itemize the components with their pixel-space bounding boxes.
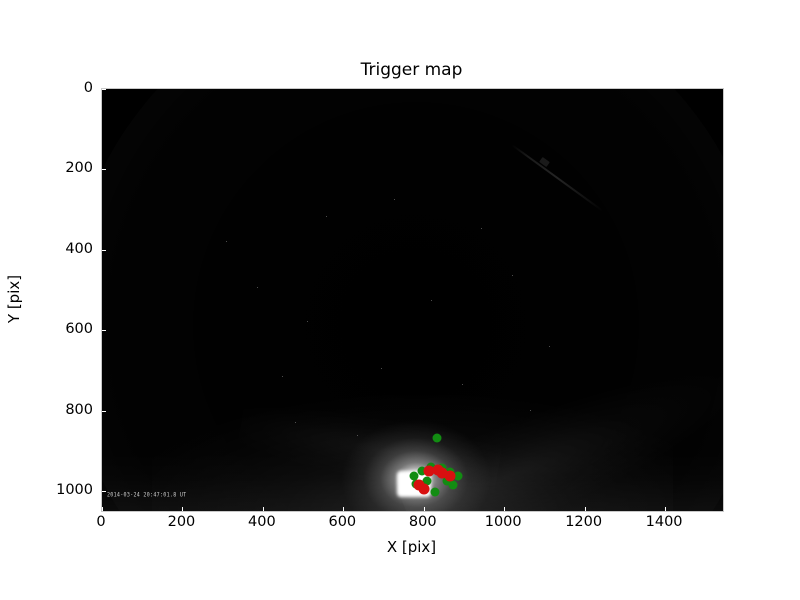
- marker-triggers: [432, 433, 442, 443]
- x-tick: [423, 507, 425, 511]
- x-tick: [665, 507, 667, 511]
- star-point: [549, 346, 551, 348]
- marker-selected-triggers: [418, 483, 430, 495]
- star-point: [356, 435, 358, 437]
- y-tick: [102, 330, 106, 332]
- y-tick-label: 800: [65, 401, 93, 418]
- y-tick: [102, 249, 106, 251]
- star-point: [480, 228, 482, 230]
- star-point: [282, 375, 284, 377]
- x-tick-label: 800: [408, 514, 437, 530]
- x-tick: [262, 507, 264, 511]
- star-point: [393, 198, 395, 200]
- y-tick-label: 600: [65, 321, 93, 338]
- mast-blob: [538, 156, 550, 167]
- y-tick-label: 0: [83, 80, 93, 96]
- marker-triggers: [422, 476, 432, 486]
- y-tick: [102, 89, 106, 90]
- y-axis-label: Y [pix]: [5, 274, 23, 324]
- star-point: [381, 367, 383, 369]
- y-tick: [102, 490, 106, 492]
- x-tick-label: 200: [167, 514, 196, 530]
- star-point: [306, 321, 308, 323]
- x-tick-label: 1000: [484, 514, 522, 530]
- x-tick-label: 1200: [565, 514, 603, 530]
- star-point: [294, 422, 296, 424]
- x-tick-label: 1400: [645, 514, 683, 530]
- marker-triggers: [409, 471, 419, 481]
- chart-title: Trigger map: [360, 60, 463, 80]
- x-tick: [504, 507, 506, 511]
- marker-selected-triggers: [436, 467, 448, 479]
- x-tick-label: 400: [248, 514, 276, 530]
- marker-triggers: [448, 480, 458, 490]
- star-point: [511, 274, 513, 276]
- camera-timestamp-watermark: 2014-03-24 20:47:01.8 UT: [107, 492, 187, 499]
- plot-area[interactable]: 2014-03-24 20:47:01.8 UT: [101, 88, 724, 512]
- y-tick-label: 200: [65, 160, 93, 177]
- star-point: [325, 215, 327, 217]
- y-tick: [102, 169, 106, 171]
- cloud-arc-left: [231, 371, 507, 511]
- star-point: [226, 240, 228, 242]
- bright-source-glow: [340, 420, 491, 511]
- y-tick-label: 1000: [56, 481, 93, 498]
- x-tick-label: 0: [96, 514, 106, 530]
- marker-triggers: [453, 471, 463, 481]
- x-tick: [584, 507, 586, 511]
- fisheye-field-of-view: [102, 89, 723, 511]
- star-point: [530, 409, 532, 411]
- star-point: [257, 287, 259, 289]
- x-tick-label: 600: [328, 514, 357, 530]
- marker-selected-triggers: [423, 465, 435, 477]
- star-point: [462, 384, 464, 386]
- x-axis-label: X [pix]: [386, 538, 437, 556]
- marker-triggers: [417, 466, 427, 476]
- x-tick: [343, 507, 345, 511]
- mast-streak: [511, 144, 604, 212]
- cloud-arc-right: [364, 273, 723, 511]
- x-tick: [182, 507, 184, 511]
- y-tick: [102, 410, 106, 412]
- marker-triggers: [430, 487, 440, 497]
- star-point: [431, 300, 433, 301]
- sky-image: [102, 89, 723, 511]
- marker-selected-triggers: [444, 470, 456, 482]
- x-tick: [102, 507, 103, 511]
- y-tick-label: 400: [65, 240, 93, 257]
